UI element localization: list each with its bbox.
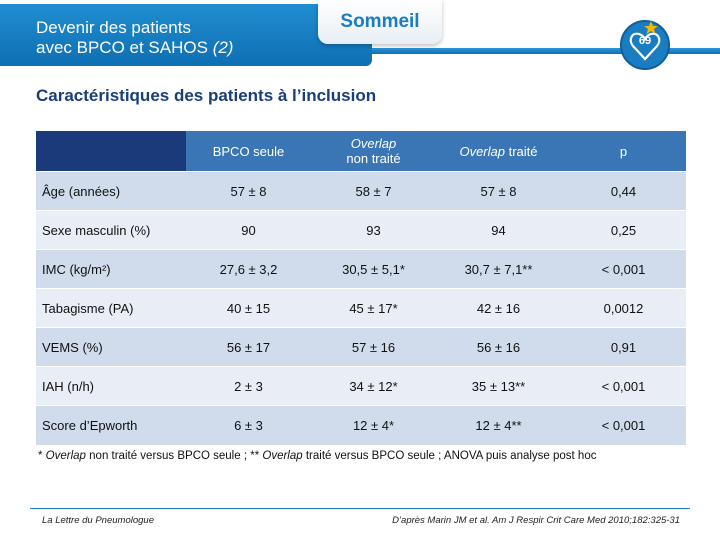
header-rule	[372, 48, 720, 54]
cell-p-value: 0,25	[561, 210, 686, 250]
table-row: VEMS (%) 56 ± 17 57 ± 16 56 ± 16 0,91	[36, 327, 686, 367]
cell-bpco: 2 ± 3	[186, 366, 311, 406]
col-header-overlap-traite: Overlap traité	[436, 130, 561, 172]
col-header-overlap-non-traite: Overlap non traité	[311, 130, 436, 172]
cell-p-value: 0,44	[561, 171, 686, 211]
footer-divider	[30, 508, 690, 509]
section-title: Caractéristiques des patients à l’inclus…	[36, 86, 377, 105]
cell-p-value: < 0,001	[561, 405, 686, 445]
cell-overlap-non-traite: 93	[311, 210, 436, 250]
footnote-italic-overlap: Overlap	[262, 450, 303, 462]
cell-overlap-non-traite: 30,5 ± 5,1*	[311, 249, 436, 289]
cell-overlap-non-traite: 45 ± 17*	[311, 288, 436, 328]
cell-overlap-traite: 42 ± 16	[436, 288, 561, 328]
footnote-part: *	[38, 450, 46, 462]
row-label: Sexe masculin (%)	[36, 210, 186, 250]
cell-p-value: 0,91	[561, 327, 686, 367]
row-label: Âge (années)	[36, 171, 186, 211]
row-label: IAH (n/h)	[36, 366, 186, 406]
category-tab	[318, 0, 442, 44]
table-header-row: BPCO seule Overlap non traité Overlap tr…	[36, 130, 686, 172]
col-header-bpco-seule: BPCO seule	[186, 130, 311, 172]
cell-overlap-non-traite: 34 ± 12*	[311, 366, 436, 406]
cell-overlap-non-traite: 12 ± 4*	[311, 405, 436, 445]
slide-title-line1: Devenir des patients	[36, 18, 191, 37]
cell-bpco: 6 ± 3	[186, 405, 311, 445]
col-header-non-traite-word: non traité	[346, 151, 401, 166]
table-row: IMC (kg/m²) 27,6 ± 3,2 30,5 ± 5,1* 30,7 …	[36, 249, 686, 289]
table-header-corner	[36, 130, 186, 172]
heart-badge-icon	[620, 20, 670, 70]
table-row: IAH (n/h) 2 ± 3 34 ± 12* 35 ± 13** < 0,0…	[36, 366, 686, 406]
cell-overlap-non-traite: 57 ± 16	[311, 327, 436, 367]
table-row: Score d’Epworth 6 ± 3 12 ± 4* 12 ± 4** <…	[36, 405, 686, 445]
cell-bpco: 90	[186, 210, 311, 250]
cell-p-value: 0,0012	[561, 288, 686, 328]
cell-overlap-traite: 12 ± 4**	[436, 405, 561, 445]
row-label: Score d’Epworth	[36, 405, 186, 445]
table-footnote: * Overlap non traité versus BPCO seule ;…	[38, 450, 688, 462]
row-label: VEMS (%)	[36, 327, 186, 367]
footnote-italic-overlap: Overlap	[45, 450, 86, 462]
slide-title-line2: avec BPCO et SAHOS (2)	[36, 38, 366, 58]
footnote-part: traité versus BPCO seule ; ANOVA puis an…	[302, 450, 597, 462]
cell-overlap-traite: 35 ± 13**	[436, 366, 561, 406]
slide-title-line2-text: avec BPCO et SAHOS	[36, 38, 213, 57]
slide-title: Devenir des patients avec BPCO et SAHOS …	[36, 18, 366, 58]
table-row: Tabagisme (PA) 40 ± 15 45 ± 17* 42 ± 16 …	[36, 288, 686, 328]
col-header-traite-word: traité	[505, 143, 538, 159]
cell-overlap-traite: 56 ± 16	[436, 327, 561, 367]
cell-bpco: 57 ± 8	[186, 171, 311, 211]
header-banner	[0, 4, 372, 66]
table-row: Âge (années) 57 ± 8 58 ± 7 57 ± 8 0,44	[36, 171, 686, 211]
cell-p-value: < 0,001	[561, 249, 686, 289]
cell-overlap-traite: 30,7 ± 7,1**	[436, 249, 561, 289]
cell-p-value: < 0,001	[561, 366, 686, 406]
cell-overlap-traite: 94	[436, 210, 561, 250]
col-header-p: p	[561, 130, 686, 172]
row-label: Tabagisme (PA)	[36, 288, 186, 328]
cell-bpco: 40 ± 15	[186, 288, 311, 328]
journal-name: La Lettre du Pneumologue	[42, 515, 154, 526]
table-row: Sexe masculin (%) 90 93 94 0,25	[36, 210, 686, 250]
col-header-overlap-word: Overlap	[459, 143, 505, 159]
cell-overlap-non-traite: 58 ± 7	[311, 171, 436, 211]
cell-bpco: 27,6 ± 3,2	[186, 249, 311, 289]
cell-overlap-traite: 57 ± 8	[436, 171, 561, 211]
category-tab-label: Sommeil	[340, 11, 420, 32]
patient-characteristics-table: BPCO seule Overlap non traité Overlap tr…	[36, 130, 686, 445]
page-number: 69	[638, 35, 652, 47]
row-label: IMC (kg/m²)	[36, 249, 186, 289]
slide-title-part-number: (2)	[212, 38, 234, 57]
col-header-overlap-word: Overlap	[350, 136, 397, 151]
footnote-part: non traité versus BPCO seule ; **	[85, 450, 263, 462]
cell-bpco: 56 ± 17	[186, 327, 311, 367]
reference-citation: D’après Marin JM et al. Am J Respir Crit…	[392, 515, 680, 526]
